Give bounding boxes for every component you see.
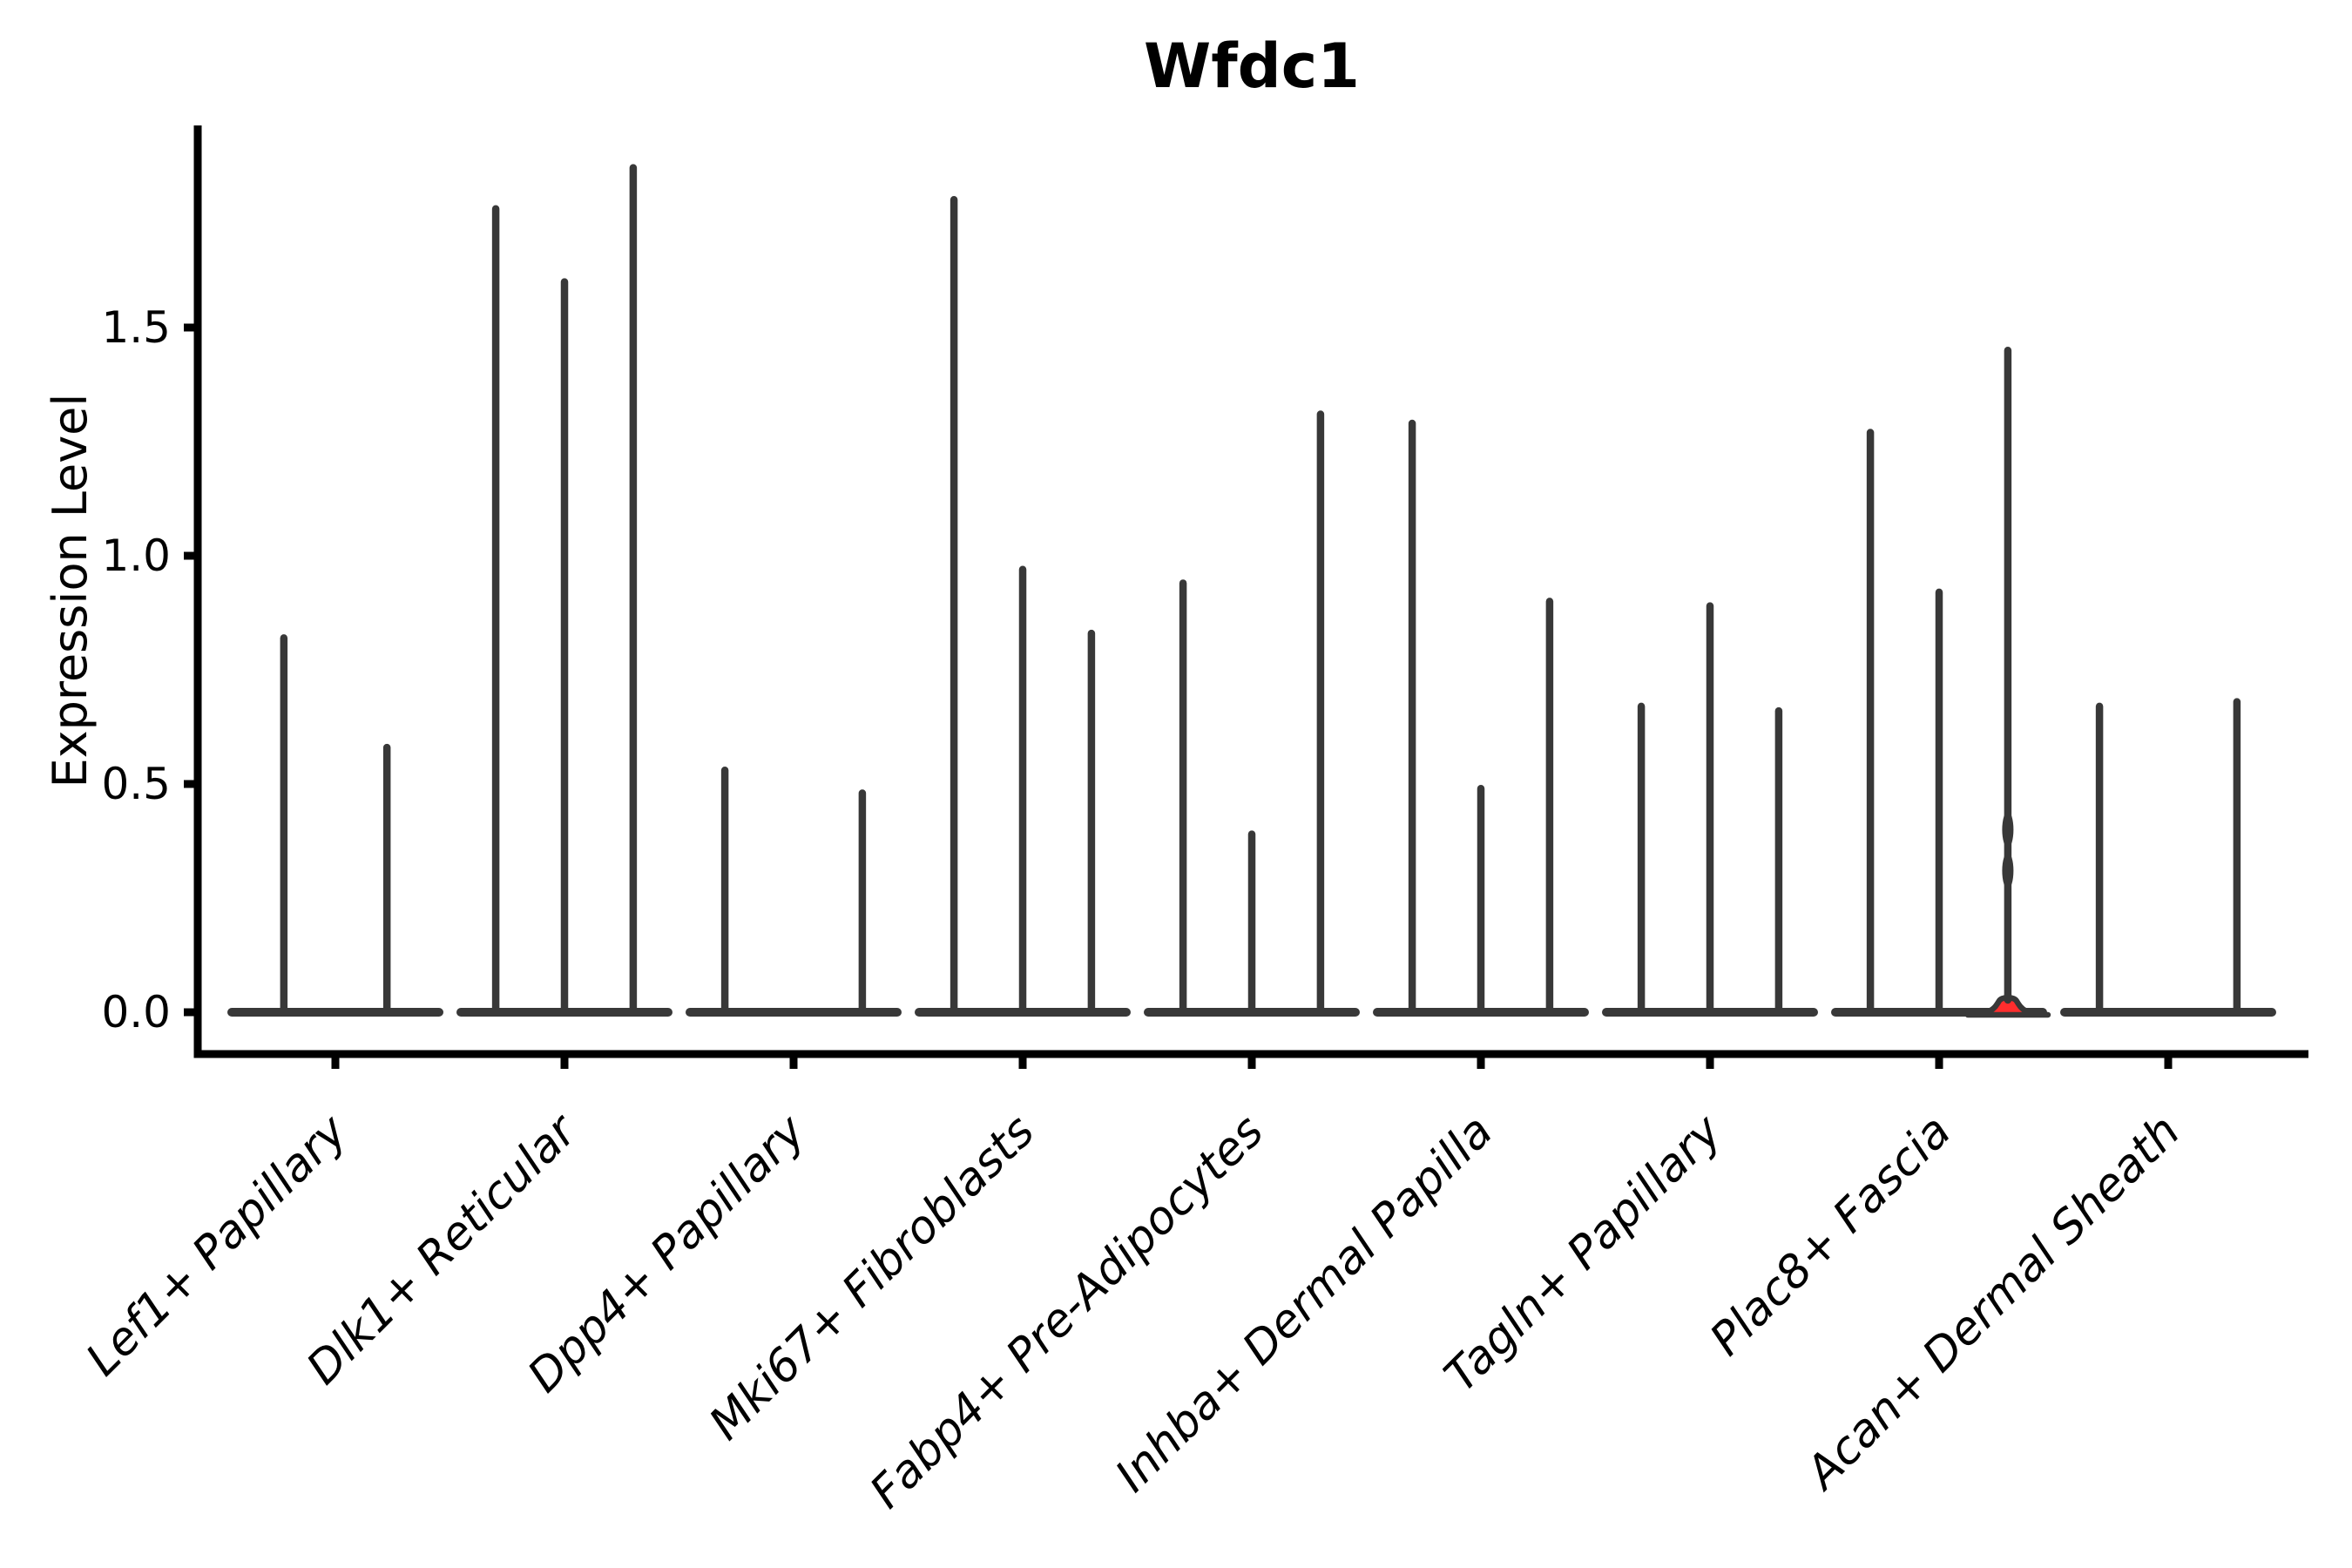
y-tick-label: 0.5 <box>101 759 171 809</box>
y-tick-label: 1.0 <box>101 531 171 581</box>
violin-highlighted <box>1964 346 2051 1018</box>
y-tick-label: 1.5 <box>101 302 171 353</box>
category-label: Inhba+ Dermal Papilla <box>1105 1105 1503 1503</box>
category-label: Fabp4+ Pre-Adipocytes <box>861 1105 1274 1519</box>
violin-spike-knot <box>2002 852 2014 889</box>
y-tick-label: 0.0 <box>101 987 171 1037</box>
violin-layer <box>227 164 2276 1018</box>
category-label: Plac8+ Fascia <box>1700 1105 1961 1366</box>
category-label: Acan+ Dermal Sheath <box>1794 1105 2190 1501</box>
chart-title: Wfdc1 <box>1144 30 1360 102</box>
violin-spike-knot <box>2002 811 2014 848</box>
y-axis-label: Expression Level <box>43 394 98 788</box>
axes-layer <box>184 125 2308 1069</box>
